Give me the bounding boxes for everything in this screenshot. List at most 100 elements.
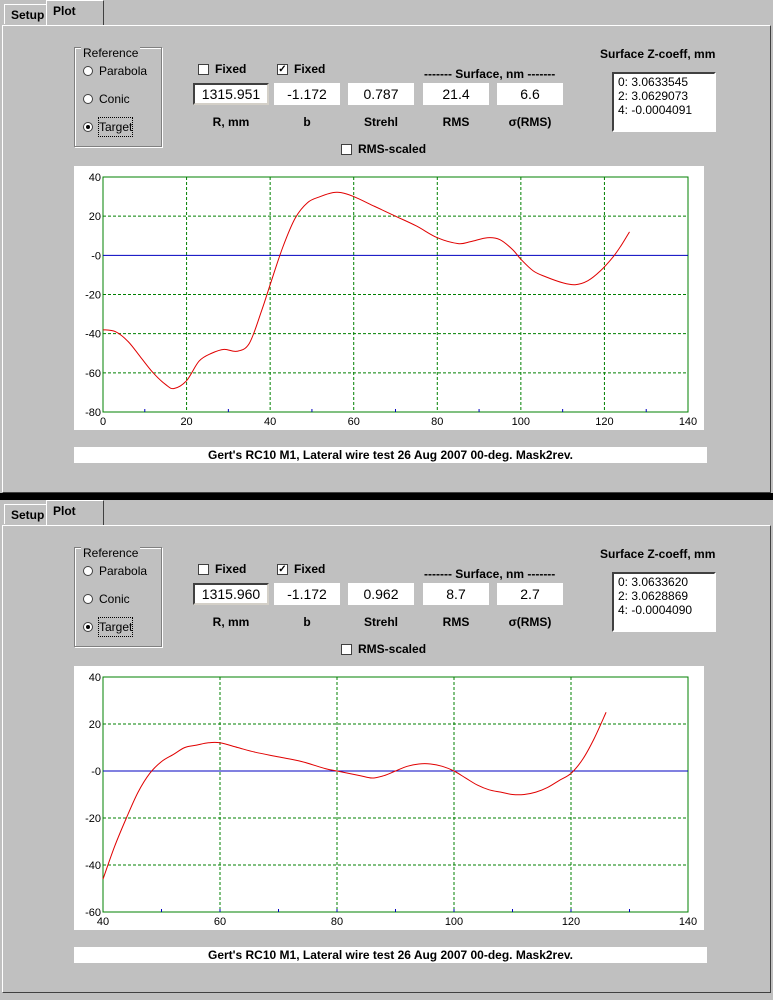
- zcoeff-list: 0: 3.0633545 2: 3.0629073 4: -0.0004091: [612, 72, 716, 132]
- strehl-label: Strehl: [363, 615, 398, 629]
- y-tick-label: 40: [89, 172, 101, 184]
- plot-panel-1: Setup Plot Reference Parabola Conic Targ…: [2, 0, 771, 493]
- radius-input[interactable]: 1315.951: [193, 83, 269, 105]
- x-tick-label: 40: [264, 416, 276, 428]
- x-tick-label: 100: [512, 416, 530, 428]
- y-tick-label: -40: [85, 329, 101, 341]
- plot-caption: Gert's RC10 M1, Lateral wire test 26 Aug…: [74, 947, 707, 963]
- conic-b-value: -1.172: [274, 83, 340, 105]
- zcoeff-row: 0: 3.0633545: [618, 75, 689, 89]
- y-tick-label: -20: [85, 290, 101, 302]
- x-tick-label: 40: [97, 916, 109, 928]
- x-tick-label: 120: [562, 916, 580, 928]
- radio-dot-icon: [83, 622, 93, 632]
- radio-conic[interactable]: Conic: [83, 90, 130, 108]
- radio-dot-icon: [83, 566, 93, 576]
- plot-area: 40 60 80 100 120 140 40 20 -0 -20 -40 -60: [74, 666, 704, 930]
- radio-parabola[interactable]: Parabola: [83, 562, 147, 580]
- x-tick-label: 100: [445, 916, 463, 928]
- reference-group-title: Reference: [81, 546, 141, 560]
- strehl-value: 0.962: [348, 583, 414, 605]
- radio-target[interactable]: Target: [83, 617, 134, 637]
- x-tick-label: 140: [679, 916, 697, 928]
- fixed-b-checkbox[interactable]: ✓ Fixed: [277, 562, 326, 576]
- plot-panel-2: Setup Plot Reference Parabola Conic Targ…: [0, 500, 773, 1000]
- radius-label: R, mm: [212, 115, 250, 129]
- fixed-r-checkbox[interactable]: Fixed: [198, 61, 246, 77]
- y-tick-label: -60: [85, 907, 101, 919]
- radius-input[interactable]: 1315.960: [193, 583, 269, 605]
- sigma-rms-value: 6.6: [497, 83, 563, 105]
- radio-dot-icon: [83, 94, 93, 104]
- zcoeff-title: Surface Z-coeff, mm: [600, 47, 716, 61]
- rms-label: RMS: [442, 115, 470, 129]
- fixed-b-checkbox[interactable]: ✓ Fixed: [277, 62, 326, 76]
- radio-dot-icon: [83, 594, 93, 604]
- plot-frame: [102, 676, 689, 913]
- zcoeff-row: 4: -0.0004090: [618, 603, 693, 617]
- b-label: b: [303, 115, 311, 129]
- sigma-rms-value: 2.7: [497, 583, 563, 605]
- checkbox-box-icon: [198, 63, 209, 75]
- zcoeff-list: 0: 3.0633620 2: 3.0628869 4: -0.0004090: [612, 572, 716, 632]
- x-tick-label: 80: [331, 916, 343, 928]
- zcoeff-row: 4: -0.0004091: [618, 103, 693, 117]
- rms-scaled-checkbox[interactable]: RMS-scaled: [341, 141, 426, 157]
- fixed-r-checkbox[interactable]: Fixed: [198, 561, 246, 577]
- y-tick-label: 40: [89, 672, 101, 684]
- x-tick-label: 140: [679, 416, 697, 428]
- y-tick-label: 20: [89, 211, 101, 223]
- checkbox-box-icon: [341, 143, 352, 155]
- radio-target[interactable]: Target: [83, 117, 134, 137]
- x-tick-label: 60: [214, 916, 226, 928]
- sigma-rms-label: σ(RMS): [508, 615, 552, 629]
- sigma-rms-label: σ(RMS): [508, 115, 552, 129]
- surface-error-chart: 0 20 40 60 80 100 120 140 40 20 -0 -20 -40 -60 -80: [85, 172, 697, 428]
- plot-area: 0 20 40 60 80 100 120 140 40 20 -0 -20 -40 -60 -80: [74, 166, 704, 430]
- reference-group: Reference Parabola Conic Target: [74, 546, 162, 647]
- y-tick-label: -0: [91, 766, 101, 778]
- reference-group: Reference Parabola Conic Target: [74, 46, 162, 147]
- radius-label: R, mm: [212, 615, 250, 629]
- zcoeff-row: 0: 3.0633620: [618, 575, 689, 589]
- tab-setup[interactable]: Setup: [4, 504, 52, 524]
- tab-plot[interactable]: Plot: [46, 0, 104, 25]
- checkbox-box-icon: ✓: [277, 63, 288, 75]
- x-tick-label: 0: [100, 416, 106, 428]
- reference-group-title: Reference: [81, 46, 141, 60]
- checkbox-box-icon: ✓: [277, 563, 288, 575]
- surface-header: ------- Surface, nm -------: [424, 567, 556, 581]
- rms-value: 8.7: [423, 583, 489, 605]
- panel-separator: [0, 493, 773, 500]
- strehl-label: Strehl: [363, 115, 398, 129]
- x-tick-label: 80: [431, 416, 443, 428]
- strehl-value: 0.787: [348, 83, 414, 105]
- y-tick-label: -40: [85, 860, 101, 872]
- radio-parabola[interactable]: Parabola: [83, 62, 147, 80]
- y-tick-label: -20: [85, 813, 101, 825]
- rms-label: RMS: [442, 615, 470, 629]
- surface-error-chart: 40 60 80 100 120 140 40 20 -0 -20 -40 -60: [85, 672, 697, 928]
- surface-header: ------- Surface, nm -------: [424, 67, 556, 81]
- tab-content-frame: [2, 25, 771, 493]
- rms-scaled-checkbox[interactable]: RMS-scaled: [341, 641, 426, 657]
- checkbox-box-icon: [341, 643, 352, 655]
- radio-dot-icon: [83, 66, 93, 76]
- tab-content-frame: [2, 525, 771, 993]
- tab-plot[interactable]: Plot: [46, 500, 104, 525]
- surface-error-curve: [102, 191, 630, 390]
- radio-conic[interactable]: Conic: [83, 590, 130, 608]
- zcoeff-title: Surface Z-coeff, mm: [600, 547, 716, 561]
- x-tick-label: 120: [595, 416, 613, 428]
- plot-caption: Gert's RC10 M1, Lateral wire test 26 Aug…: [74, 447, 707, 463]
- zcoeff-row: 2: 3.0628869: [618, 589, 689, 603]
- y-tick-label: -80: [85, 407, 101, 419]
- zcoeff-row: 2: 3.0629073: [618, 89, 689, 103]
- checkbox-box-icon: [198, 563, 209, 575]
- rms-value: 21.4: [423, 83, 489, 105]
- tab-setup[interactable]: Setup: [4, 4, 52, 24]
- radio-dot-icon: [83, 122, 93, 132]
- x-tick-label: 20: [180, 416, 192, 428]
- b-label: b: [303, 615, 311, 629]
- y-tick-label: -60: [85, 368, 101, 380]
